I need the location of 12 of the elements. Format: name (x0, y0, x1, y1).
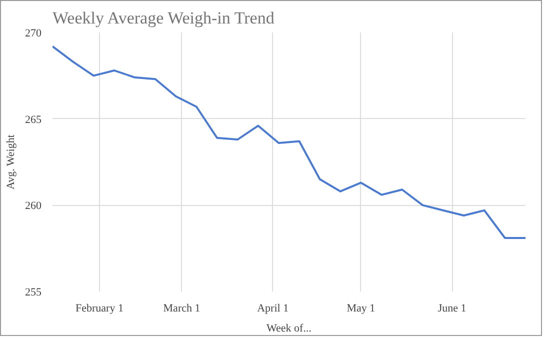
chart-title: Weekly Average Weigh-in Trend (52, 8, 275, 28)
y-tick-label: 265 (25, 114, 42, 126)
y-tick-label: 270 (25, 28, 42, 40)
y-tick-label: 255 (25, 286, 42, 298)
x-axis-title: Week of... (266, 322, 312, 334)
x-tick-label: April 1 (257, 302, 289, 314)
x-tick-label: February 1 (76, 302, 124, 314)
y-tick-label: 260 (25, 200, 42, 212)
x-tick-label: March 1 (163, 302, 200, 314)
x-tick-label: June 1 (438, 302, 466, 314)
y-axis-title: Avg. Weight (5, 134, 17, 190)
x-tick-label: May 1 (346, 302, 376, 314)
